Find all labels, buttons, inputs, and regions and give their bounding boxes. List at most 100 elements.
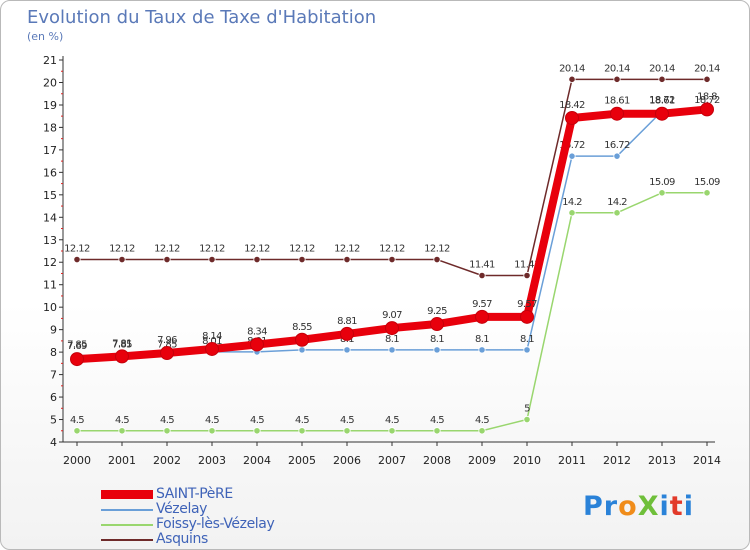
data-point-saint-p-re (655, 106, 669, 121)
data-label-asquins: 12.12 (64, 244, 90, 255)
y-tick-label: 19 (43, 99, 57, 112)
data-label-saint-p-re: 18.61 (604, 96, 630, 107)
data-label-asquins: 20.14 (604, 63, 630, 74)
data-point-foissy-l-s-v-zelay (568, 209, 576, 217)
logo-letter: P (583, 491, 604, 522)
data-point-foissy-l-s-v-zelay (73, 427, 81, 435)
data-label-v-zelay: 8.1 (430, 334, 444, 345)
data-point-foissy-l-s-v-zelay (433, 427, 441, 435)
data-label-v-zelay: 7.85 (112, 339, 132, 350)
data-label-foissy-l-s-v-zelay: 4.5 (205, 415, 219, 426)
legend-swatch-foissy (101, 524, 153, 526)
data-point-asquins (118, 255, 126, 264)
y-tick-label: 17 (43, 144, 57, 157)
data-label-v-zelay: 8.1 (385, 334, 399, 345)
data-label-saint-p-re: 18.8 (697, 91, 717, 102)
data-point-saint-p-re (295, 332, 309, 347)
y-tick-label: 21 (43, 54, 57, 67)
data-label-asquins: 12.12 (334, 244, 360, 255)
data-label-foissy-l-s-v-zelay: 4.5 (385, 415, 399, 426)
data-point-v-zelay (388, 346, 396, 354)
y-tick-label: 13 (43, 234, 57, 247)
x-tick-label: 2011 (558, 454, 586, 467)
data-point-saint-p-re (700, 102, 714, 117)
data-point-asquins (568, 75, 576, 83)
data-label-asquins: 11.41 (469, 259, 495, 270)
y-tick-label: 11 (43, 279, 57, 292)
data-label-asquins: 12.12 (244, 244, 270, 255)
data-label-foissy-l-s-v-zelay: 4.5 (295, 415, 309, 426)
data-point-saint-p-re (475, 309, 489, 324)
x-tick-label: 2001 (108, 454, 136, 467)
logo-letter: X (637, 491, 660, 522)
data-label-foissy-l-s-v-zelay: 4.5 (160, 415, 174, 426)
data-label-v-zelay: 8.01 (202, 336, 222, 347)
data-point-foissy-l-s-v-zelay (343, 427, 351, 435)
x-tick-label: 2010 (513, 454, 541, 467)
data-point-v-zelay (568, 152, 576, 160)
data-label-foissy-l-s-v-zelay: 15.09 (694, 177, 720, 188)
data-point-v-zelay (478, 346, 486, 354)
data-label-asquins: 20.14 (694, 63, 720, 74)
x-tick-label: 2002 (153, 454, 181, 467)
x-tick-label: 2004 (243, 454, 271, 467)
data-point-asquins (298, 255, 306, 264)
logo-letter: o (618, 491, 638, 522)
x-tick-label: 2009 (468, 454, 496, 467)
data-label-v-zelay: 18.72 (694, 95, 720, 106)
y-tick-label: 6 (50, 391, 57, 404)
logo-letter: r (603, 491, 619, 522)
data-label-foissy-l-s-v-zelay: 4.5 (115, 415, 129, 426)
proxiti-logo: ProXiti (583, 491, 694, 522)
data-point-foissy-l-s-v-zelay (478, 427, 486, 435)
x-tick-label: 2013 (648, 454, 676, 467)
data-point-saint-p-re (115, 349, 129, 364)
legend-label-asquins: Asquins (156, 531, 208, 547)
x-tick-label: 2014 (693, 454, 721, 467)
logo-letter: i (659, 491, 670, 522)
data-label-foissy-l-s-v-zelay: 5 (524, 404, 530, 415)
data-label-v-zelay: 18.72 (649, 95, 675, 106)
data-label-saint-p-re: 7.81 (112, 338, 132, 349)
x-tick-label: 2005 (288, 454, 316, 467)
data-point-foissy-l-s-v-zelay (118, 427, 126, 435)
legend-swatch-saint-pere (101, 490, 153, 499)
data-point-asquins (613, 75, 621, 83)
data-point-v-zelay (343, 346, 351, 354)
data-label-foissy-l-s-v-zelay: 4.5 (340, 415, 354, 426)
data-point-foissy-l-s-v-zelay (163, 427, 171, 435)
data-point-asquins (73, 255, 81, 264)
data-point-asquins (388, 255, 396, 264)
data-label-v-zelay: 7.85 (67, 339, 87, 350)
data-point-foissy-l-s-v-zelay (253, 427, 261, 435)
data-label-saint-p-re: 9.57 (472, 299, 492, 310)
data-label-saint-p-re: 8.81 (337, 316, 357, 327)
data-point-saint-p-re (565, 110, 579, 125)
data-point-v-zelay (613, 152, 621, 160)
data-point-saint-p-re (520, 309, 534, 324)
y-tick-label: 12 (43, 256, 57, 269)
data-point-foissy-l-s-v-zelay (208, 427, 216, 435)
data-label-saint-p-re: 8.55 (292, 322, 312, 333)
y-tick-label: 9 (50, 324, 57, 337)
data-point-foissy-l-s-v-zelay (703, 189, 711, 197)
data-point-asquins (433, 255, 441, 264)
data-point-foissy-l-s-v-zelay (658, 189, 666, 197)
x-tick-label: 2008 (423, 454, 451, 467)
data-point-asquins (658, 75, 666, 83)
legend-swatch-asquins (101, 539, 153, 541)
data-point-v-zelay (298, 346, 306, 354)
data-label-v-zelay: 16.72 (559, 140, 585, 151)
data-label-asquins: 12.12 (379, 244, 405, 255)
data-label-asquins: 11.41 (514, 259, 540, 270)
data-point-saint-p-re (385, 321, 399, 336)
data-point-saint-p-re (70, 352, 84, 367)
y-tick-label: 18 (43, 121, 57, 134)
data-point-saint-p-re (340, 326, 354, 341)
y-tick-label: 5 (50, 414, 57, 427)
x-tick-label: 2012 (603, 454, 631, 467)
data-label-asquins: 12.12 (109, 244, 135, 255)
data-label-foissy-l-s-v-zelay: 4.5 (475, 415, 489, 426)
